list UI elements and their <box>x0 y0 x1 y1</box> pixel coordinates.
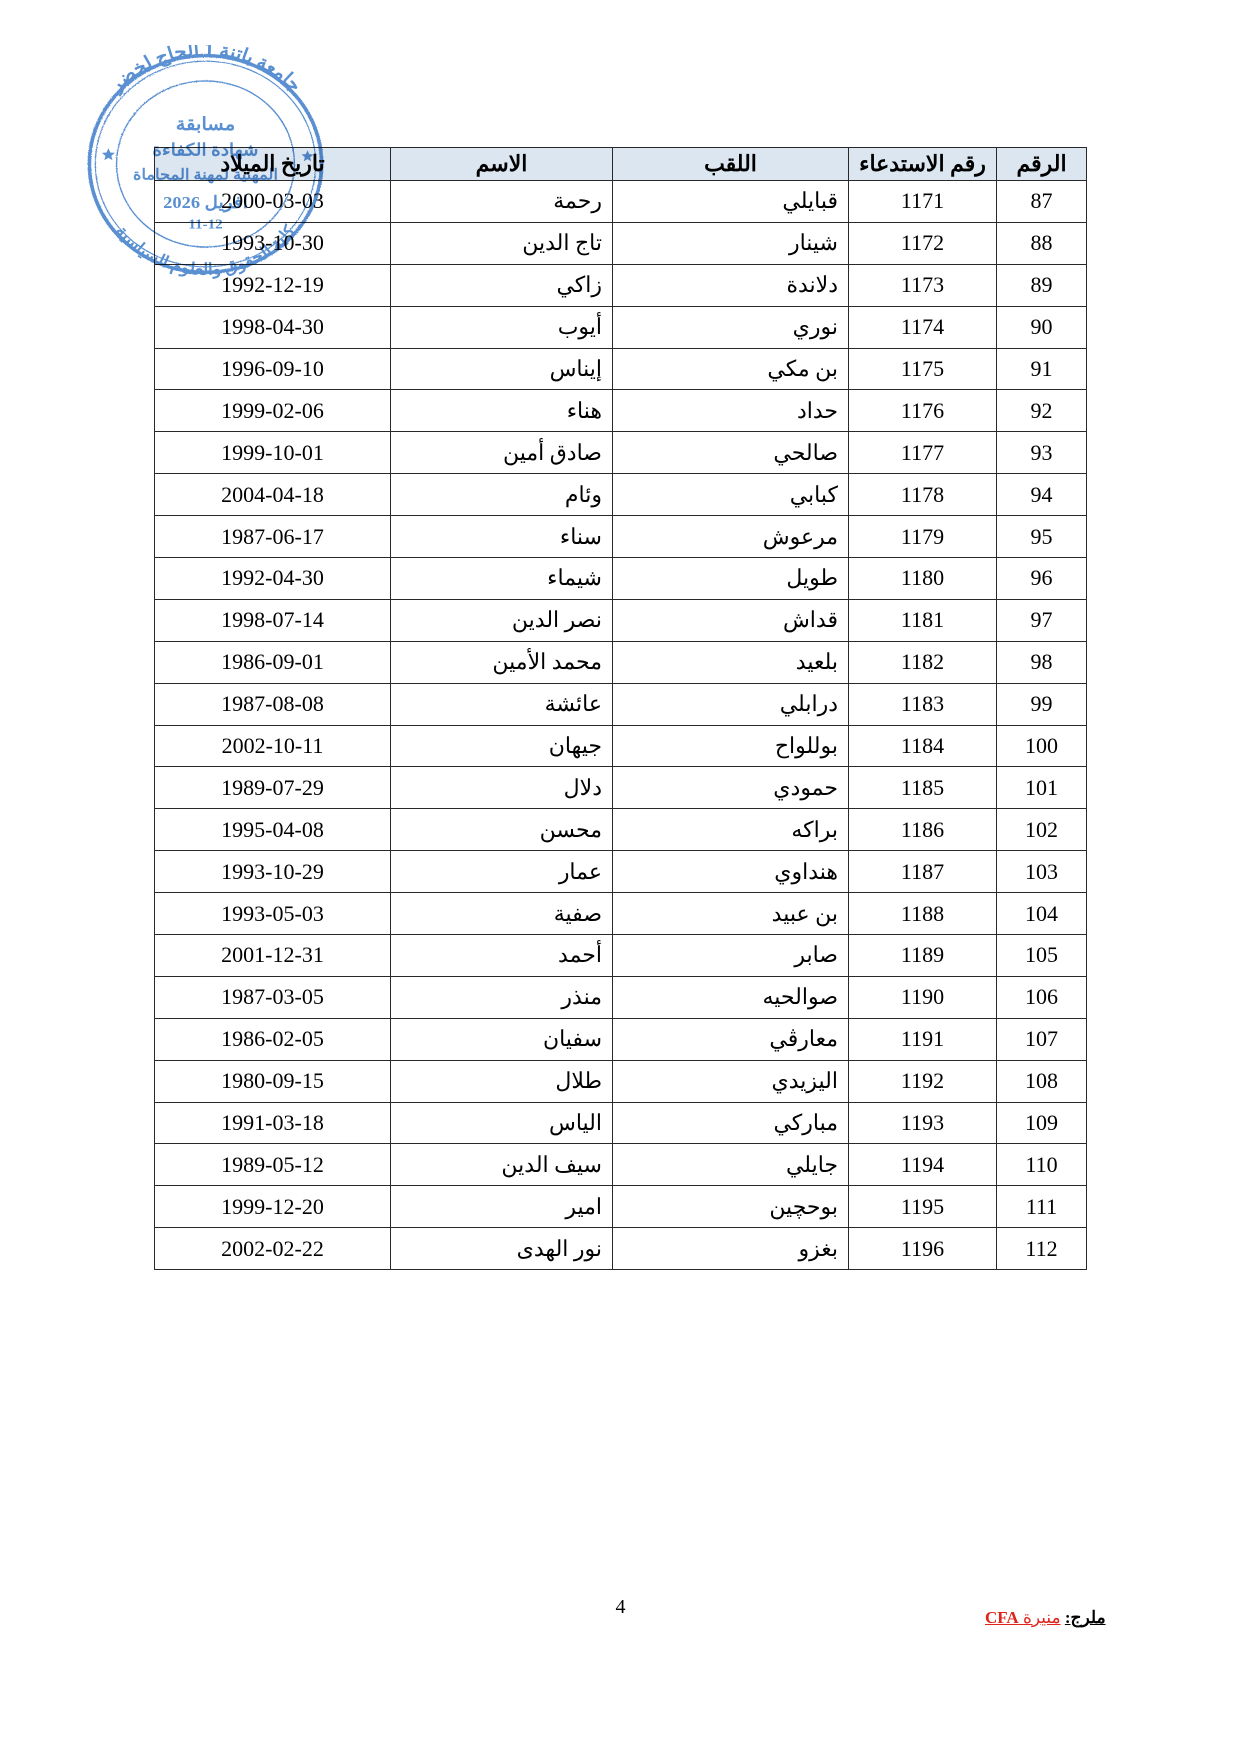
svg-text:11-12: 11-12 <box>188 217 223 232</box>
svg-text:شهادة الكفاءة: شهادة الكفاءة <box>152 140 258 160</box>
svg-text:افريل 2026: افريل 2026 <box>163 193 248 213</box>
svg-text:جامعة باتنة 1 الحاج لخضر: جامعة باتنة 1 الحاج لخضر <box>104 45 306 97</box>
svg-text:المهنية لمهنة المحاماة: المهنية لمهنة المحاماة <box>133 167 278 184</box>
svg-text:مسابقة: مسابقة <box>176 115 236 135</box>
